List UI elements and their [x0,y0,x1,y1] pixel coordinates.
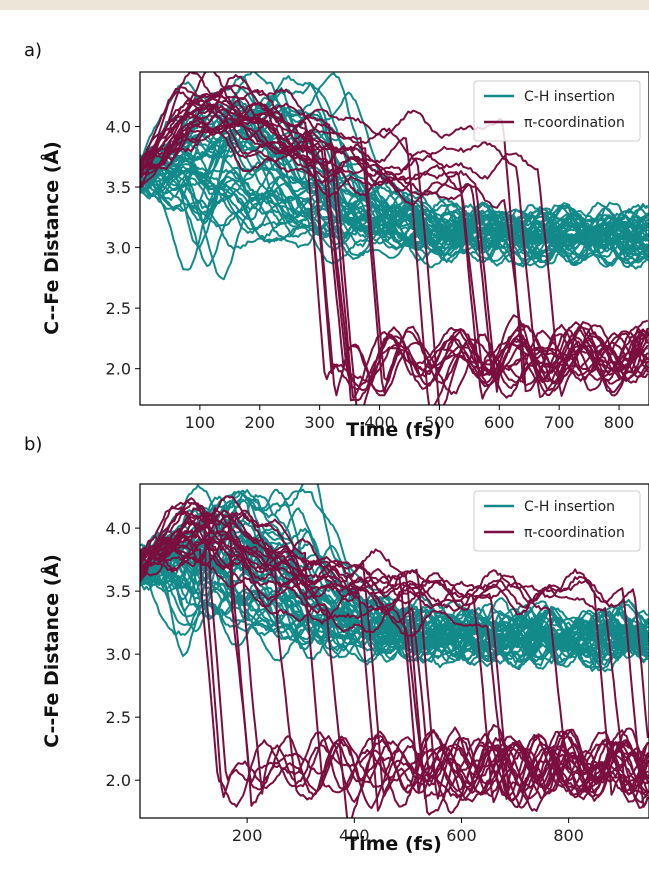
pi-coordination-trajectory [140,105,649,393]
plot-frame [139,483,649,819]
panel-b-x-ticks: 200 400 600 800 [232,818,584,845]
ch-insertion-trajectory [140,81,649,244]
x-tick-label: 800 [604,413,635,432]
pi-coordination-trajectory [140,509,649,804]
pi-coordination-trajectory [140,529,649,816]
legend-label-ch-insertion: C-H insertion [524,89,615,105]
pi-coordination-trajectory [140,512,649,788]
panel-b-axes [139,483,649,819]
panel-a-label: a) [24,40,42,61]
panel-b-x-axis-title: Time (fs) [346,833,442,855]
pi-coordination-trajectory [140,536,649,818]
pi-coordination-trajectory [140,107,649,392]
y-tick-label: 3.0 [106,239,131,258]
figure: a) 100 200 300 400 500 600 700 800 2.0 2.5 3.0 3.5… [24,40,649,855]
panel-b-y-axis-title: C--Fe Distance (Å) [39,554,63,748]
ch-insertion-trajectory [140,536,649,650]
pi-coordination-trajectory [140,507,649,808]
panel-a-x-ticks: 100 200 300 400 500 600 700 800 [185,405,635,432]
x-tick-label: 600 [484,413,515,432]
ch-insertion-trajectory [140,175,649,244]
panel-b-plot-area [140,484,649,818]
legend-box [473,80,641,142]
ch-insertion-trajectory [140,72,649,252]
legend-label-ch-insertion: C-H insertion [524,499,615,515]
pi-coordination-trajectory [140,72,649,393]
y-tick-label: 2.5 [106,299,131,318]
pi-coordination-trajectory [140,537,649,812]
ch-insertion-trajectory [140,126,649,262]
x-tick-label: 400 [364,413,395,432]
x-tick-label: 400 [339,826,370,845]
pi-coordination-trajectory [140,539,648,812]
ch-insertion-trajectory [140,537,649,668]
ch-insertion-trajectory [140,543,649,663]
panel-a-legend: C-H insertion π-coordination [473,80,641,142]
ch-insertion-trajectory [140,155,649,264]
x-tick-label: 300 [304,413,335,432]
x-tick-label: 200 [232,826,263,845]
legend-label-pi-coordination: π-coordination [524,115,625,131]
x-tick-label: 500 [424,413,455,432]
panel-b-legend: C-H insertion π-coordination [473,490,641,552]
pi-coordination-trajectory [140,544,649,808]
y-tick-label: 3.0 [106,645,131,664]
y-tick-label: 3.5 [106,582,131,601]
ch-insertion-trajectory [140,542,649,646]
panel-b-y-ticks: 2.0 2.5 3.0 3.5 4.0 [106,519,140,790]
y-tick-label: 4.0 [106,519,131,538]
plot-frame [139,71,649,406]
panel-a-y-axis-title: C--Fe Distance (Å) [39,141,63,335]
panel-a: a) 100 200 300 400 500 600 700 800 2.0 2.5 3.0 3.5… [24,40,649,441]
ch-insertion-trajectory [140,109,649,264]
y-tick-label: 3.5 [106,178,131,197]
panel-a-x-axis-title: Time (fs) [346,419,442,441]
pi-coordination-trajectory [140,499,649,799]
panel-a-axes [139,71,649,406]
y-tick-label: 4.0 [106,117,131,136]
ch-insertion-trajectory [140,143,649,246]
x-tick-label: 800 [553,826,584,845]
x-tick-label: 200 [244,413,275,432]
pi-coordination-trajectory [140,93,649,405]
x-tick-label: 700 [544,413,575,432]
y-tick-label: 2.0 [106,360,131,379]
panel-a-plot-area [140,72,649,405]
legend-box [473,490,641,552]
y-tick-label: 2.0 [106,771,131,790]
pi-coordination-trajectory [140,102,649,393]
x-tick-label: 600 [446,826,477,845]
pi-coordination-trajectory [140,106,649,405]
pi-coordination-trajectory [140,505,649,810]
pi-coordination-trajectory [140,122,649,393]
top-divider-bar [0,0,649,10]
pi-coordination-trajectory [140,90,649,394]
legend-label-pi-coordination: π-coordination [524,525,625,541]
panel-b-label: b) [24,434,42,455]
panel-a-y-ticks: 2.0 2.5 3.0 3.5 4.0 [106,117,140,379]
y-tick-label: 2.5 [106,708,131,727]
ch-insertion-trajectory [140,173,649,242]
panel-b: b) 200 400 600 800 2.0 2.5 3.0 3.5 4.0 Time (fs… [24,434,649,855]
x-tick-label: 100 [185,413,216,432]
